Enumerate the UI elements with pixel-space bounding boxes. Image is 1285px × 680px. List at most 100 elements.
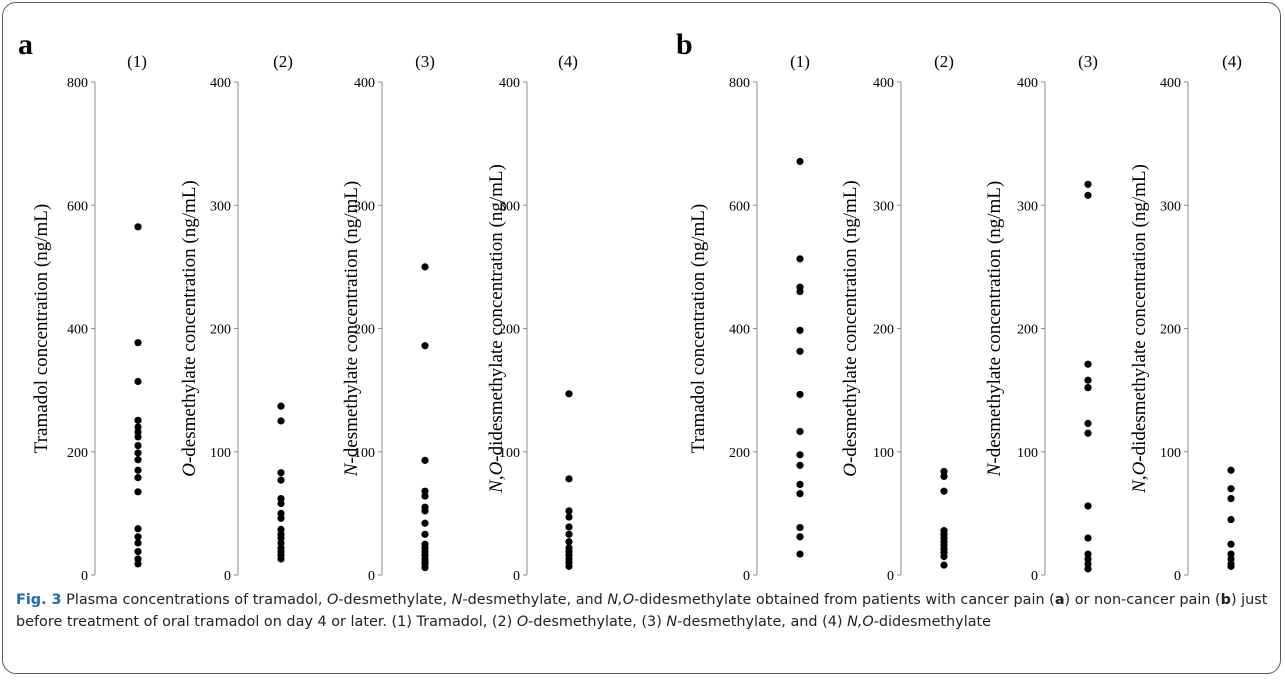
panel-b-plot-2-data-point [940,561,948,569]
panel-b-plot-1-tick-label: 0 [743,569,750,584]
figure-caption: Fig. 3 Plasma concentrations of tramadol… [16,589,1268,633]
panel-letter-b: b [676,28,693,61]
panel-a-plot-1-tick-label: 200 [67,446,88,461]
panel-a-plot-4-data-point [565,513,573,521]
panel-a-plot-2-data-point [277,417,285,425]
panel-a-plot-1-data-point [134,488,142,496]
figure-label: Fig. 3 [16,592,62,608]
panel-b-plot-2-tick-label: 400 [873,76,894,91]
panel-b-plot-2-title: (2) [934,52,954,71]
panel-a-plot-1-data-point [134,547,142,556]
panel-a-plot-4-data-point [565,523,573,531]
panel-b-plot-4-data-point [1227,494,1235,503]
panel-a-plot-1-data-point [134,555,142,563]
panel-a-plot-1-tick-label: 0 [81,569,88,584]
panel-b-plot-3-tick-label: 200 [1017,323,1038,338]
panel-a-plot-4-data-point [565,475,573,483]
panel-b-plot-3-tick-label: 100 [1017,446,1038,461]
panel-a-plot-1-data-point [134,433,142,441]
panel-a-plot-1-tick-label: 400 [67,323,88,338]
scatter-chart-figure: a b (1) 0 200 400 600 800 Tramadol concentration… [18,28,1242,584]
panel-a-plot-3-tick-label: 300 [354,199,375,214]
panel-a-plot-1-data-point [134,525,142,533]
panel-b-plot-4-title: (4) [1222,52,1242,71]
panel-a-plot-1-tick-label: 600 [67,199,88,214]
panel-b-plot-1-title: (1) [790,52,810,71]
panel-a-plot-4-y-axis-label: N,O-didesmethylate concentration (ng/mL) [486,164,507,494]
panel-a-plot-2-tick-label: 0 [224,569,231,584]
panel-b-plot-3-data-point [1084,191,1092,199]
panel-b-plot-2-tick-label: 300 [873,199,894,214]
panel-a-plot-3-data-point [421,342,429,350]
panel-a-plot-2-y-axis-label: O-desmethylate concentration (ng/mL) [179,180,200,477]
panel-b-plot-4-tick-label: 300 [1160,199,1181,214]
panel-a-plot-2-data-point [277,534,285,542]
panel-b-plot-4-data-point [1227,555,1235,563]
panel-a-plot-2-title: (2) [273,52,293,71]
panel-a-plot-3-tick-label: 0 [368,569,375,584]
panel-b-plot-3-data-point [1084,534,1092,542]
panel-b-plot-2-tick-label: 0 [887,569,894,584]
panel-b-plot-1-data-point [796,427,804,436]
panel-a-plot-2-tick-label: 300 [210,199,231,214]
panel-b-plot-1-data-point [796,451,804,459]
panel-a-plot-2-data-point [277,469,285,477]
panel-a-plot-3-data-point [421,519,429,527]
panel-a-plot-1-data-point [134,456,142,464]
panel-a-plot-1-tick-label: 800 [67,76,88,91]
panel-a-plot-2-data-point [277,476,285,484]
panel-b-plot-4-data-point [1227,550,1235,558]
panel-b-plot-2-y-axis-label: O-desmethylate concentration (ng/mL) [840,180,861,477]
panel-a-plot-2-tick-label: 200 [210,323,231,338]
panel-b-plot-3-data-point [1084,419,1092,428]
panel-b-plot-4-tick-label: 200 [1160,323,1181,338]
panel-a-plot-1-data-point [134,466,142,474]
panel-a-plot-3-data-point [421,530,429,538]
panel-b-plot-2-data-point [940,552,948,561]
panel-b-plot-4-tick-label: 0 [1174,569,1181,584]
panel-a-plot-2-data-point [277,514,285,522]
panel-b-plot-1-data-point [796,461,804,469]
panel-a-plot-3-data-point [421,507,429,515]
panel-b-plot-3-data-point [1084,560,1092,568]
panel-b-plot-2-tick-label: 200 [873,323,894,338]
panel-a-plot-2-data-point [277,499,285,508]
panel-a-plot-4-tick-label: 300 [499,199,520,214]
panel-b-plot-3-data-point [1084,555,1092,563]
panel-a-plot-2-tick-label: 100 [210,446,231,461]
panel-letter-a: a [18,28,33,61]
panel-a-plot-4-tick-label: 100 [499,446,520,461]
panel-b-plot-1-tick-label: 600 [729,199,750,214]
panel-b-plot-1-data-point [796,550,804,558]
panel-b-plot-1-tick-label: 200 [729,446,750,461]
panel-b-plot-3-tick-label: 300 [1017,199,1038,214]
panel-b-plot-3-y-axis-label: N-desmethylate concentration (ng/mL) [984,181,1005,477]
panel-a-plot-2-tick-label: 400 [210,76,231,91]
panel-b-plot-3-data-point [1084,502,1092,510]
panel-b-plot-1-y-axis-label: Tramadol concentration (ng/mL) [688,204,709,453]
caption-text: Plasma concentrations of tramadol, O-des… [16,592,1268,630]
panel-b-plot-3-data-point [1084,565,1092,573]
panel-a-plot-3-tick-label: 400 [354,76,375,91]
panel-b-plot-3-data-point [1084,429,1092,437]
panel-b-plot-1-data-point [796,480,804,489]
panel-b-plot-1-data-point [796,523,804,532]
panel-a-plot-2-data-point [277,555,285,563]
panel-a-plot-1-data-point [134,339,142,347]
panel-b-plot-3-data-point [1084,180,1092,188]
panel-b-plot-1-data-point [796,533,804,541]
panel-b-plot-4-data-point [1227,485,1235,493]
panel-a-plot-3-title: (3) [415,52,435,71]
panel-b-plot-4-data-point [1227,515,1235,524]
panel-a-plot-1-data-point [134,416,142,424]
panel-a-plot-1-y-axis-label: Tramadol concentration (ng/mL) [31,204,52,453]
panel-b-plot-1-data-point [796,287,804,296]
panel-b-plot-3-tick-label: 0 [1031,569,1038,584]
panel-b-plot-3-data-point [1084,376,1092,384]
panel-a-plot-1-data-point [134,223,142,231]
panel-a-plot-2-data-point [277,525,285,533]
panel-a-plot-1-title: (1) [127,52,147,71]
panel-a-plot-3-y-axis-label: N-desmethylate concentration (ng/mL) [341,181,362,477]
panel-a-plot-3-tick-label: 100 [354,446,375,461]
panel-a-plot-1-data-point [134,441,142,450]
